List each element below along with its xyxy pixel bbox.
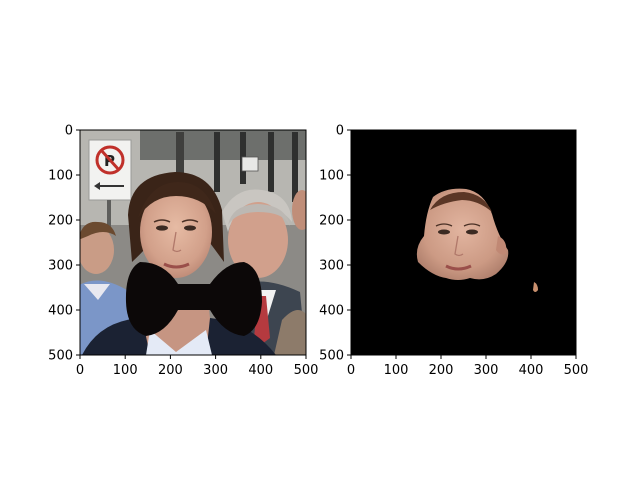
right-y-tick-label: 0 [336,124,344,139]
left-y-tick-label: 400 [48,304,73,319]
left-image-panel: P [80,130,306,355]
right-y-tick-label: 100 [319,169,344,184]
right-image-panel [351,130,576,355]
right-y-tick-label: 300 [319,259,344,274]
right-x-tick-label: 400 [519,363,544,378]
right-x-tick-label: 100 [384,363,409,378]
left-axes-frame [79,129,307,356]
left-x-tick-label: 0 [76,363,84,378]
left-x-tick-label: 400 [248,363,273,378]
left-x-tick-label: 300 [203,363,228,378]
left-y-tick-label: 300 [48,259,73,274]
right-y-tick-label: 200 [319,214,344,229]
right-x-tick-label: 0 [347,363,355,378]
right-y-tick-label: 500 [319,349,344,364]
left-x-tick-label: 500 [294,363,319,378]
left-y-tick-label: 0 [65,124,73,139]
left-x-tick-label: 200 [158,363,183,378]
right-x-tick-label: 200 [429,363,454,378]
left-y-tick-label: 200 [48,214,73,229]
right-y-tick-label: 400 [319,304,344,319]
left-y-tick-label: 500 [48,349,73,364]
right-x-tick-label: 500 [564,363,589,378]
left-x-tick-label: 100 [113,363,138,378]
left-y-tick-label: 100 [48,169,73,184]
right-axes-frame [350,129,577,356]
right-x-tick-label: 300 [474,363,499,378]
